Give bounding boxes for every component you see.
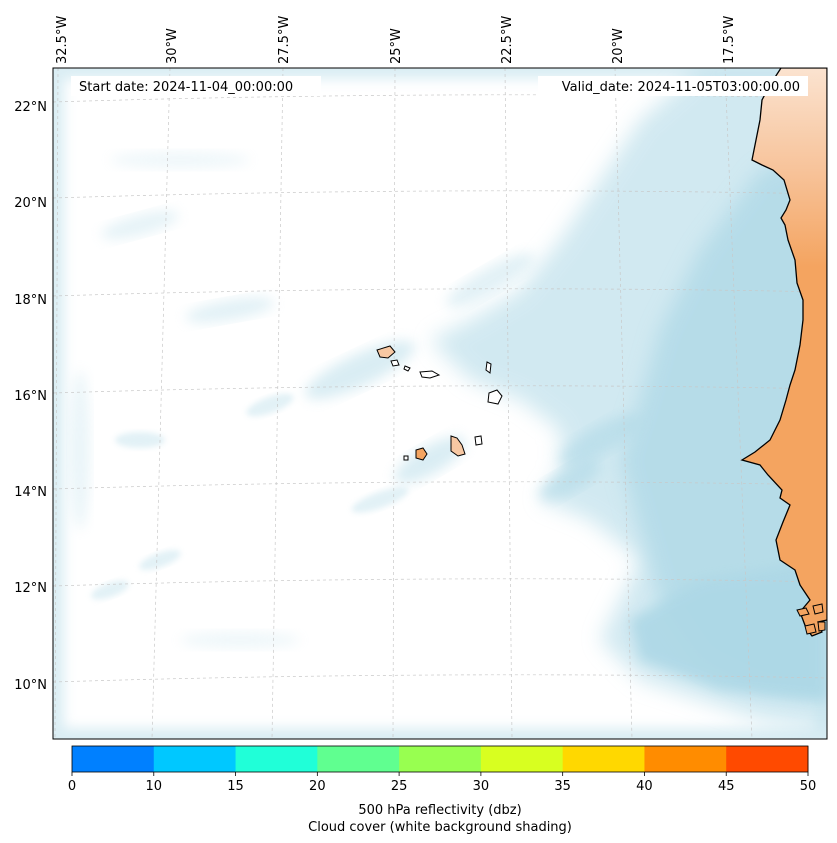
island-fogo <box>415 447 428 461</box>
map-layers <box>53 68 827 739</box>
colorbar-swatch <box>480 746 564 772</box>
coastal-islands <box>796 603 826 635</box>
lon-label: 20°W <box>611 28 626 64</box>
colorbar-swatch <box>644 746 727 772</box>
lon-label: 27.5°W <box>277 16 292 64</box>
graticule <box>53 68 827 739</box>
latitude-labels: 22°N 20°N 18°N 16°N 14°N 12°N 10°N <box>14 100 47 693</box>
valid-date-label: Valid_date: 2024-11-05T03:00:00.00 <box>562 80 800 95</box>
lon-label: 25°W <box>389 28 404 64</box>
colorbar-tick-label: 30 <box>473 779 490 794</box>
island-sal <box>485 361 492 374</box>
lat-label: 16°N <box>14 389 47 404</box>
cloud-cover-shading <box>53 68 827 739</box>
longitude-labels: 32.5°W 30°W 27.5°W 25°W 22.5°W 20°W 17.5… <box>55 16 737 64</box>
colorbar-tick-label: 50 <box>800 779 817 794</box>
island-santa-luzia <box>403 365 411 372</box>
colorbar-swatch <box>235 746 318 772</box>
valid-date-box <box>538 76 808 96</box>
colorbar-frame <box>71 745 809 773</box>
colorbar-title: 500 hPa reflectivity (dbz) <box>358 803 521 818</box>
colorbar-tick-label: 40 <box>636 779 653 794</box>
colorbar: 0 10 15 20 25 30 35 40 45 50 500 hPa reflectivity… <box>68 745 816 835</box>
colorbar-swatch <box>726 746 809 772</box>
start-date-box <box>71 76 321 96</box>
colorbar-swatch <box>399 746 482 772</box>
colorbar-tick-label: 20 <box>309 779 326 794</box>
lon-label: 17.5°W <box>722 16 737 64</box>
colorbar-tick-label: 15 <box>227 779 244 794</box>
island-santo-antao <box>376 345 396 359</box>
lat-label: 14°N <box>14 485 47 500</box>
colorbar-swatch <box>72 746 155 772</box>
lat-label: 20°N <box>14 196 47 211</box>
colorbar-ticks: 0 10 15 20 25 30 35 40 45 50 <box>68 772 816 794</box>
lat-label: 22°N <box>14 100 47 115</box>
start-date-label: Start date: 2024-11-04_00:00:00 <box>79 80 293 95</box>
colorbar-swatch <box>153 746 237 772</box>
colorbar-tick-label: 35 <box>554 779 571 794</box>
lat-label: 10°N <box>14 678 47 693</box>
colorbar-tick-label: 25 <box>391 779 408 794</box>
island-santiago <box>450 435 466 457</box>
island-boa-vista <box>487 389 503 405</box>
colorbar-subtitle: Cloud cover (white background shading) <box>308 820 572 835</box>
colorbar-swatches <box>72 746 809 772</box>
colorbar-tick-label: 45 <box>718 779 735 794</box>
island-sao-vicente <box>390 359 400 367</box>
colorbar-swatch <box>317 746 400 772</box>
africa-coastline <box>740 68 827 637</box>
lon-label: 32.5°W <box>55 16 70 64</box>
lat-label: 18°N <box>14 293 47 308</box>
island-sao-nicolau <box>419 370 441 379</box>
colorbar-swatch <box>562 746 645 772</box>
colorbar-tick-label: 10 <box>146 779 163 794</box>
colorbar-tick-label: 0 <box>68 779 76 794</box>
lat-label: 12°N <box>14 581 47 596</box>
island-maio <box>474 435 483 446</box>
lon-label: 22.5°W <box>500 16 515 64</box>
cape-verde-islands <box>376 345 503 461</box>
island-brava <box>403 455 409 461</box>
lon-label: 30°W <box>165 28 180 64</box>
map-frame <box>52 67 828 740</box>
